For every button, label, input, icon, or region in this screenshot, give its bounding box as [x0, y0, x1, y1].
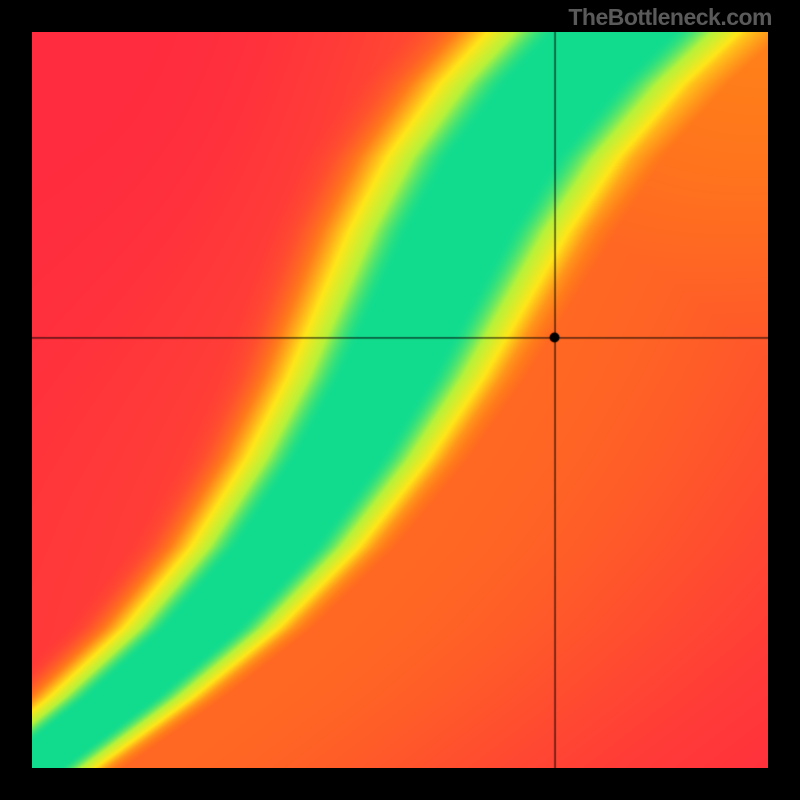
chart-container: { "watermark": "TheBottleneck.com", "plo… [0, 0, 800, 800]
heatmap-canvas [32, 32, 768, 768]
watermark-text: TheBottleneck.com [568, 4, 772, 31]
